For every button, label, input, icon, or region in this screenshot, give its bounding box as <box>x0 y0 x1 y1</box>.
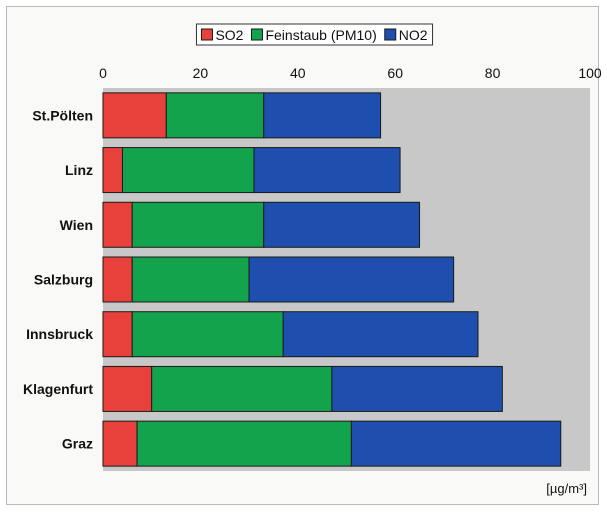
bar-salzburg-no2 <box>248 256 455 303</box>
category-label-graz: Graz <box>62 436 93 452</box>
legend-swatch-so2 <box>200 28 213 41</box>
bar-innsbruck-so2 <box>102 311 133 358</box>
bar-wien-so2 <box>102 201 133 248</box>
bar-graz-feinstaub-pm10 <box>136 420 352 467</box>
category-label-salzburg: Salzburg <box>34 272 93 288</box>
x-axis-ticks: 0 20 40 60 80 100 <box>99 65 602 81</box>
bar-st-p-lten-feinstaub-pm10 <box>165 92 265 139</box>
bar-salzburg-feinstaub-pm10 <box>131 256 250 303</box>
legend-swatch-no2 <box>384 28 397 41</box>
category-label-klagenfurt: Klagenfurt <box>23 381 93 397</box>
bar-linz-feinstaub-pm10 <box>121 147 255 194</box>
legend-label-so2: SO2 <box>215 27 243 43</box>
category-label-st-p-lten: St.Pölten <box>32 107 93 123</box>
category-labels: St.Pölten Linz Wien Salzburg Innsbruck Klagen… <box>23 107 93 451</box>
x-tick-label-40: 40 <box>290 65 306 81</box>
x-tick-label-0: 0 <box>99 65 107 81</box>
legend-label-no2: NO2 <box>399 27 428 43</box>
bar-linz-so2 <box>102 147 123 194</box>
x-tick-label-100: 100 <box>578 65 602 81</box>
bar-klagenfurt-feinstaub-pm10 <box>151 365 333 412</box>
bar-wien-no2 <box>263 201 421 248</box>
category-label-linz: Linz <box>65 162 93 178</box>
bar-innsbruck-no2 <box>282 311 479 358</box>
legend: SO2 Feinstaub (PM10) NO2 <box>195 23 434 46</box>
bar-graz-so2 <box>102 420 138 467</box>
category-label-innsbruck: Innsbruck <box>26 326 93 342</box>
bar-innsbruck-feinstaub-pm10 <box>131 311 284 358</box>
bar-salzburg-so2 <box>102 256 133 303</box>
bar-klagenfurt-so2 <box>102 365 153 412</box>
bar-st-p-lten-so2 <box>102 92 167 139</box>
bar-graz-no2 <box>350 420 562 467</box>
bar-wien-feinstaub-pm10 <box>131 201 265 248</box>
bar-linz-no2 <box>253 147 401 194</box>
unit-label: [µg/m³] <box>546 481 587 496</box>
x-tick-label-60: 60 <box>387 65 403 81</box>
category-label-wien: Wien <box>60 217 93 233</box>
legend-label-feinstaub-pm10: Feinstaub (PM10) <box>265 27 376 43</box>
x-tick-label-20: 20 <box>193 65 209 81</box>
bar-klagenfurt-no2 <box>331 365 503 412</box>
bar-st-p-lten-no2 <box>263 92 382 139</box>
legend-swatch-feinstaub-pm10 <box>250 28 263 41</box>
x-tick-label-80: 80 <box>485 65 501 81</box>
bars <box>102 92 562 467</box>
